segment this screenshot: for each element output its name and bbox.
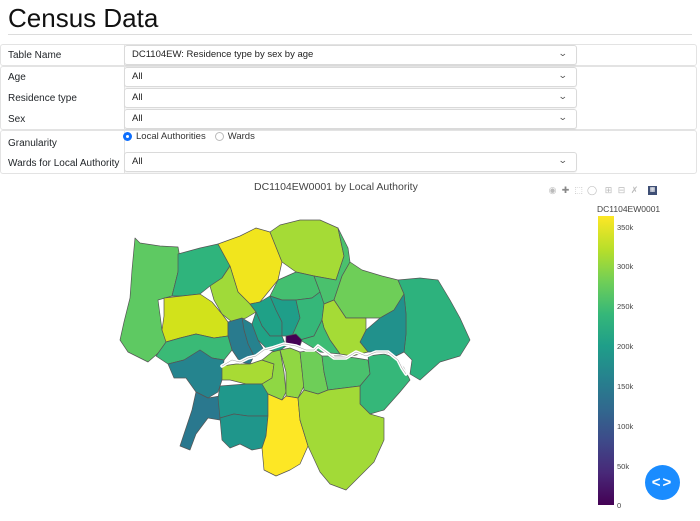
colorbar-title: DC1104EW0001 bbox=[597, 204, 661, 214]
radio-local-authorities[interactable] bbox=[123, 132, 132, 141]
colorbar-tick: 100k bbox=[617, 422, 634, 431]
region-kingston bbox=[179, 391, 221, 451]
region-havering bbox=[397, 277, 471, 381]
granularity-radio-group: Local Authorities Wards bbox=[123, 131, 255, 142]
table-name-label: Table Name bbox=[8, 50, 62, 61]
granularity-label: Granularity bbox=[8, 138, 57, 149]
plotly-logo-icon[interactable]: ▦ bbox=[648, 186, 657, 195]
plot-modebar: ◉ ✚ ⬚ ◯ ⊞ ⊟ ✗ ▦ bbox=[548, 186, 657, 195]
box-select-icon[interactable]: ⬚ bbox=[574, 185, 583, 195]
sex-label: Sex bbox=[8, 114, 26, 125]
header-divider bbox=[8, 34, 692, 35]
residence-type-value: All bbox=[132, 92, 143, 103]
camera-icon[interactable]: ◉ bbox=[548, 185, 557, 195]
table-name-group: Table Name DC1104EW: Residence type by s… bbox=[0, 44, 697, 66]
radio-wards[interactable] bbox=[214, 132, 224, 141]
page-title: Census Data bbox=[8, 3, 159, 33]
chevron-down-icon: ⌄ bbox=[558, 70, 569, 80]
region-sutton bbox=[219, 413, 269, 451]
table-name-value: DC1104EW: Residence type by sex by age bbox=[132, 49, 314, 60]
age-label: Age bbox=[8, 72, 26, 83]
wards-value: All bbox=[132, 156, 143, 167]
sex-value: All bbox=[132, 113, 143, 124]
residence-type-select[interactable]: All ⌄ bbox=[124, 88, 577, 108]
code-toggle-button[interactable]: <> bbox=[645, 465, 680, 500]
wards-select[interactable]: All ⌄ bbox=[124, 152, 577, 172]
residence-type-label: Residence type bbox=[8, 93, 77, 104]
pan-icon[interactable]: ✚ bbox=[561, 185, 570, 195]
colorbar-tick: 350k bbox=[617, 223, 634, 232]
colorbar bbox=[598, 216, 614, 505]
region-merton bbox=[217, 383, 269, 419]
granularity-group: Granularity Wards for Local Authority Al… bbox=[0, 130, 697, 174]
zoom-out-icon[interactable]: ⊟ bbox=[617, 185, 626, 195]
reset-icon[interactable]: ✗ bbox=[630, 185, 639, 195]
london-choropleth-map[interactable] bbox=[0, 0, 600, 521]
table-name-select[interactable]: DC1104EW: Residence type by sex by age ⌄ bbox=[124, 45, 577, 65]
sex-select[interactable]: All ⌄ bbox=[124, 109, 577, 129]
wards-label: Wards for Local Authority bbox=[8, 158, 120, 169]
dimension-filters-group: Age All ⌄ Residence type All ⌄ Sex All ⌄ bbox=[0, 66, 697, 130]
colorbar-tick: 300k bbox=[617, 262, 634, 271]
code-brackets-icon: <> bbox=[651, 474, 674, 491]
chevron-down-icon: ⌄ bbox=[558, 48, 569, 58]
region-bromley bbox=[297, 385, 385, 491]
colorbar-tick: 50k bbox=[617, 462, 630, 471]
chevron-down-icon: ⌄ bbox=[558, 91, 569, 101]
colorbar-tick: 150k bbox=[617, 382, 634, 391]
colorbar-tick: 200k bbox=[617, 342, 634, 351]
lasso-icon[interactable]: ◯ bbox=[587, 185, 598, 195]
colorbar-tick: 250k bbox=[617, 302, 634, 311]
zoom-in-icon[interactable]: ⊞ bbox=[604, 185, 613, 195]
chevron-down-icon: ⌄ bbox=[558, 112, 569, 122]
region-tower-hamlets bbox=[299, 319, 341, 355]
region-croydon bbox=[261, 393, 309, 477]
age-select[interactable]: All ⌄ bbox=[124, 67, 577, 87]
age-value: All bbox=[132, 71, 143, 82]
chart-title: DC1104EW0001 by Local Authority bbox=[254, 181, 418, 193]
radio-local-authorities-label[interactable]: Local Authorities bbox=[136, 131, 206, 142]
colorbar-tick: 0 bbox=[617, 501, 622, 510]
region-enfield bbox=[269, 219, 345, 281]
chevron-down-icon: ⌄ bbox=[558, 155, 569, 165]
radio-wards-label[interactable]: Wards bbox=[227, 131, 255, 142]
